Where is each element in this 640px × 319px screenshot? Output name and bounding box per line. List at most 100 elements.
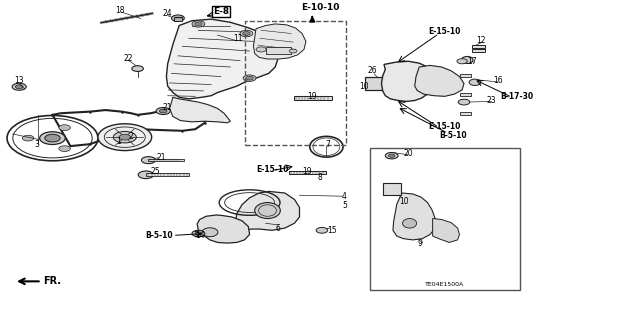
Text: 13: 13 <box>14 76 24 85</box>
Text: 3: 3 <box>35 140 40 149</box>
Circle shape <box>243 75 256 81</box>
Polygon shape <box>253 24 306 59</box>
Polygon shape <box>197 215 250 243</box>
Circle shape <box>98 124 152 151</box>
Ellipse shape <box>255 203 280 219</box>
Text: 23: 23 <box>486 96 497 105</box>
Ellipse shape <box>202 228 218 237</box>
Bar <box>148 159 184 161</box>
Circle shape <box>195 232 202 235</box>
Text: 19: 19 <box>302 167 312 176</box>
Text: 19: 19 <box>307 92 317 101</box>
Bar <box>383 183 401 195</box>
Bar <box>460 112 471 115</box>
Polygon shape <box>166 19 278 99</box>
Circle shape <box>246 76 253 80</box>
Ellipse shape <box>403 219 417 228</box>
Circle shape <box>138 171 154 179</box>
Bar <box>370 148 520 290</box>
Circle shape <box>385 152 398 159</box>
Text: 12: 12 <box>477 36 486 45</box>
Text: 22: 22 <box>124 54 132 63</box>
Bar <box>472 49 485 52</box>
Text: 7: 7 <box>325 140 330 149</box>
Circle shape <box>289 49 297 53</box>
Text: 15: 15 <box>326 226 337 235</box>
Text: 9: 9 <box>417 239 422 248</box>
Text: 25: 25 <box>150 167 160 176</box>
Text: 24: 24 <box>163 9 173 18</box>
Text: 10: 10 <box>399 197 410 206</box>
Text: 26: 26 <box>367 66 378 75</box>
Text: TE04E1500A: TE04E1500A <box>425 282 465 287</box>
Ellipse shape <box>461 56 473 63</box>
Text: B-5-10: B-5-10 <box>145 231 173 240</box>
Text: E-8: E-8 <box>212 7 229 16</box>
Circle shape <box>40 132 65 145</box>
Circle shape <box>45 134 60 142</box>
Bar <box>294 96 332 100</box>
Circle shape <box>458 99 470 105</box>
Text: 17: 17 <box>467 57 477 66</box>
Bar <box>146 173 189 176</box>
Text: E-15-10: E-15-10 <box>429 122 461 131</box>
Text: 1: 1 <box>116 137 121 146</box>
Circle shape <box>261 43 274 49</box>
Circle shape <box>113 131 136 143</box>
Text: 20: 20 <box>403 149 413 158</box>
Bar <box>365 77 384 90</box>
Circle shape <box>59 125 70 130</box>
Text: FR.: FR. <box>44 276 61 286</box>
Circle shape <box>159 109 167 113</box>
Circle shape <box>22 135 34 141</box>
Circle shape <box>388 154 395 157</box>
Bar <box>174 17 182 21</box>
Circle shape <box>316 227 328 233</box>
Text: 5: 5 <box>342 201 347 210</box>
Ellipse shape <box>469 79 481 85</box>
Polygon shape <box>415 65 464 96</box>
Text: 10: 10 <box>358 82 369 91</box>
Circle shape <box>195 22 202 26</box>
Bar <box>472 45 485 48</box>
Bar <box>245 21 346 145</box>
Text: 2: 2 <box>129 132 134 141</box>
Text: 21: 21 <box>157 153 166 162</box>
Polygon shape <box>433 219 460 242</box>
Circle shape <box>264 44 271 48</box>
Bar <box>460 93 471 96</box>
Circle shape <box>192 230 205 237</box>
Circle shape <box>12 83 26 90</box>
Circle shape <box>240 30 253 37</box>
Text: B-5-10: B-5-10 <box>439 131 467 140</box>
Circle shape <box>192 21 205 27</box>
Polygon shape <box>381 61 434 101</box>
Text: 16: 16 <box>493 76 503 85</box>
Text: 8: 8 <box>317 173 323 182</box>
Circle shape <box>119 134 131 140</box>
Polygon shape <box>170 97 230 123</box>
Text: 6: 6 <box>276 224 281 233</box>
Text: 4: 4 <box>342 192 347 201</box>
Circle shape <box>132 66 143 71</box>
Circle shape <box>172 15 184 21</box>
Circle shape <box>15 85 23 89</box>
Text: E-10-10: E-10-10 <box>301 4 339 12</box>
Circle shape <box>256 47 266 52</box>
Circle shape <box>156 108 170 115</box>
Text: E-15-10: E-15-10 <box>429 27 461 36</box>
Text: E-15-10: E-15-10 <box>256 165 288 174</box>
Bar <box>460 74 471 77</box>
Text: 11: 11 <box>234 34 243 43</box>
Circle shape <box>141 157 156 164</box>
Text: 21: 21 <box>163 103 172 112</box>
Text: 14: 14 <box>195 231 205 240</box>
Circle shape <box>457 59 467 64</box>
Bar <box>266 47 291 54</box>
Circle shape <box>59 146 70 152</box>
Circle shape <box>243 32 250 35</box>
Text: 18: 18 <box>116 6 125 15</box>
Text: B-17-30: B-17-30 <box>500 92 534 101</box>
Polygon shape <box>393 193 435 240</box>
Bar <box>289 171 326 174</box>
